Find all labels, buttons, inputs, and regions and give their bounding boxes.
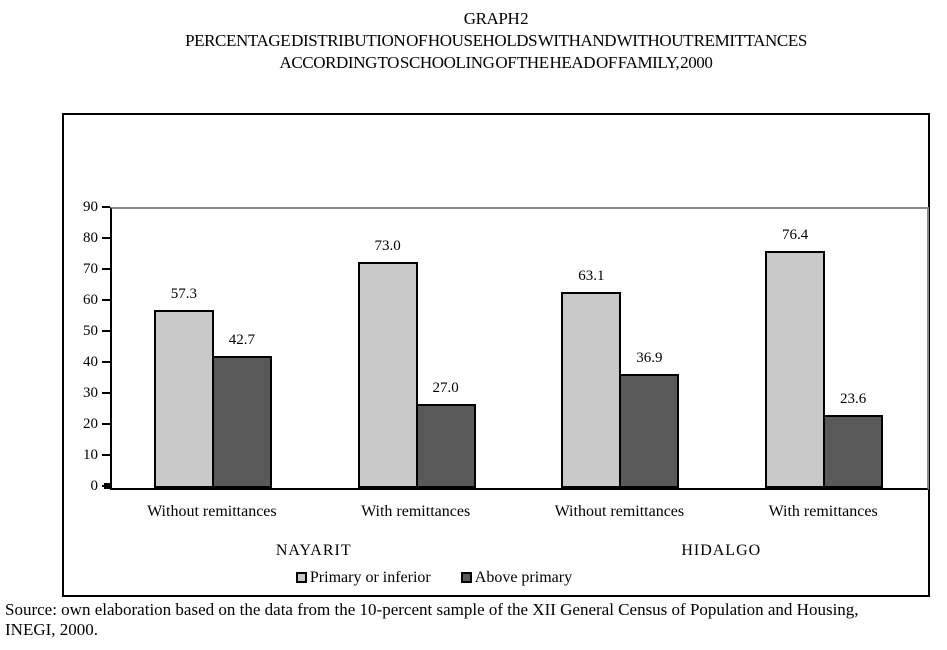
category-label: Without remittances (554, 503, 685, 520)
bar-value-label: 57.3 (170, 286, 197, 302)
y-tick-mark (102, 237, 110, 239)
chart-legend: Primary or inferior Above primary (2, 569, 866, 586)
bar-value-label: 63.1 (578, 268, 605, 284)
bar-value-label: 27.0 (432, 380, 459, 396)
y-tick-mark (102, 392, 110, 394)
legend-item: Primary or inferior (295, 569, 431, 586)
chart-title-line-1: GRAPH 2 (463, 9, 529, 28)
bar-primary-or-inferior (153, 310, 214, 488)
legend-label: Above primary (474, 569, 573, 586)
category-label: Without remittances (147, 503, 277, 520)
source-note: Source: own elaboration based on the dat… (5, 600, 859, 639)
y-tick-mark (102, 423, 110, 425)
y-tick-mark (102, 361, 110, 363)
bar-primary-or-inferior (765, 251, 826, 488)
y-tick-label: 50 (83, 323, 98, 339)
legend-label: Primary or inferior (309, 569, 431, 586)
y-tick-label: 70 (83, 261, 98, 277)
legend-item: Above primary (460, 569, 573, 586)
y-tick-mark (102, 268, 110, 270)
bar-above-primary (211, 356, 272, 488)
y-tick-label: 20 (83, 416, 98, 432)
y-tick-mark (102, 299, 110, 301)
legend-marker-icon (460, 572, 472, 583)
bar-value-label: 42.7 (228, 332, 255, 348)
bar-value-label: 23.6 (840, 391, 867, 407)
y-tick-label: 30 (83, 385, 98, 401)
chart-frame: 0 10 20 30 40 50 60 70 80 90 57.3 42.7 73.0 27.0 63.1… (62, 113, 930, 597)
category-label: With remittances (361, 503, 471, 520)
bar-value-label: 36.9 (636, 350, 663, 366)
y-axis-zero-tick (104, 483, 110, 489)
y-tick-label: 60 (83, 292, 98, 308)
bar-value-label: 73.0 (374, 238, 401, 254)
chart-title-line-2: PERCENTAGE DISTRIBUTION OF HOUSEHOLDS WI… (185, 31, 807, 50)
y-tick-label: 0 (90, 478, 99, 494)
y-tick-label: 10 (83, 447, 98, 463)
y-tick-mark (102, 454, 110, 456)
legend-marker-icon (295, 572, 307, 583)
y-tick-mark (102, 330, 110, 332)
category-label: With remittances (768, 503, 878, 520)
state-label-hidalgo: HIDALGO (681, 542, 762, 559)
bar-value-label: 76.4 (782, 227, 809, 243)
chart-title: GRAPH 2 PERCENTAGE DISTRIBUTION OF HOUSE… (62, 8, 930, 74)
chart-title-line-3: ACCORDING TO SCHOOLING OF THE HEAD OF FA… (279, 53, 713, 72)
bar-above-primary (415, 404, 476, 488)
bar-above-primary (619, 374, 680, 488)
y-tick-mark (102, 206, 110, 208)
y-tick-label: 40 (83, 354, 98, 370)
plot-area: 57.3 42.7 73.0 27.0 63.1 36.9 76.4 23.6 (110, 207, 929, 490)
bar-primary-or-inferior (561, 292, 622, 488)
state-label-nayarit: NAYARIT (275, 542, 352, 559)
y-tick-label: 80 (83, 230, 98, 246)
y-tick-label: 90 (83, 199, 98, 215)
bar-above-primary (823, 415, 884, 488)
bar-primary-or-inferior (357, 262, 418, 488)
